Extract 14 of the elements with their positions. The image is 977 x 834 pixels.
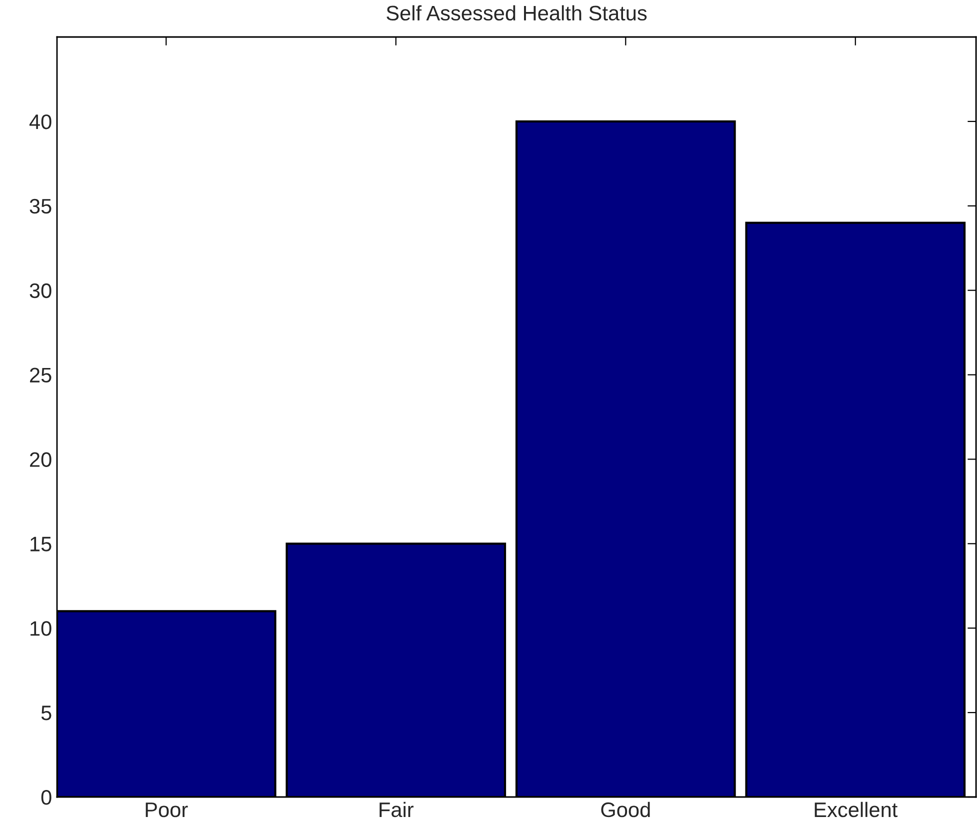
y-tick-label: 25 — [30, 368, 52, 383]
x-tick-label: Excellent — [814, 802, 898, 818]
x-tick-label: Fair — [380, 802, 414, 818]
y-tick-label: 5 — [41, 706, 52, 720]
y-tick-label: 0 — [41, 790, 52, 805]
x-tick-label: Poor — [146, 802, 188, 818]
y-tick-label: 40 — [29, 114, 52, 130]
y-tick-label: 20 — [30, 452, 52, 467]
y-tick-label: 10 — [30, 621, 52, 636]
chart-title: Self Assessed Health Status — [386, 5, 647, 21]
x-tick-label: Good — [601, 802, 650, 818]
y-tick-label: 30 — [30, 283, 52, 298]
y-tick-label: 15 — [30, 536, 52, 552]
y-tick-label: 35 — [30, 198, 52, 214]
